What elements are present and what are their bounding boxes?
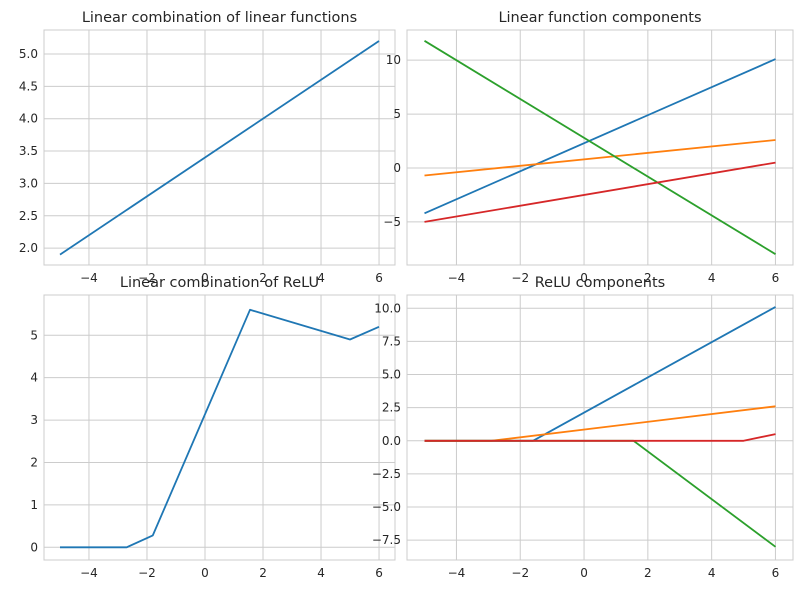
y-tick-label: −5 (383, 215, 401, 229)
y-tick-label: 3.0 (19, 176, 38, 190)
series-line-3 (424, 40, 776, 255)
y-tick-label: 5 (30, 328, 38, 342)
chart-title: Linear function components (498, 10, 701, 26)
y-tick-label: −2.5 (372, 467, 401, 481)
y-tick-label: 2 (30, 455, 38, 469)
x-tick-label: 4 (708, 566, 716, 580)
x-tick-label: −2 (511, 566, 529, 580)
x-tick-label: −2 (511, 271, 529, 285)
y-tick-label: 4.5 (19, 79, 38, 93)
gridlines (407, 30, 793, 265)
subplot-3: −4 −2 0 2 4 6 0 1 2 3 4 5 Linear combination of ReLU (30, 275, 396, 580)
x-tick-label: 6 (772, 271, 780, 285)
x-tick-label: 6 (375, 566, 383, 580)
y-tick-label: 0 (30, 540, 38, 554)
gridlines (44, 295, 395, 560)
y-tick-label: 4.0 (19, 112, 38, 126)
y-tick-label: 5 (393, 107, 401, 121)
y-tick-label: 0.0 (382, 434, 401, 448)
y-tick-label: 4 (30, 371, 38, 385)
x-tick-label: 2 (259, 566, 267, 580)
x-tick-label: −4 (80, 271, 98, 285)
y-tick-label: 2.0 (19, 241, 38, 255)
x-tick-label: 0 (201, 271, 209, 285)
y-tick-label: 3 (30, 413, 38, 427)
y-tick-label: 5.0 (19, 47, 38, 61)
x-tick-label: 6 (772, 566, 780, 580)
y-tick-label: 3.5 (19, 144, 38, 158)
y-tick-label: 10 (386, 53, 401, 67)
series-line-4 (424, 433, 776, 442)
subplot-2: −4 −2 0 2 4 6 −5 0 5 10 Linear function components (383, 10, 794, 285)
x-tick-label: 4 (317, 271, 325, 285)
x-tick-label: 0 (580, 271, 588, 285)
x-tick-label: −2 (138, 271, 156, 285)
chart-title: ReLU components (535, 275, 666, 291)
x-tick-label: −4 (448, 566, 466, 580)
y-tick-label: 7.5 (382, 334, 401, 348)
series-line-1 (60, 308, 380, 549)
x-tick-label: −4 (448, 271, 466, 285)
plot-area (43, 294, 396, 561)
series-line-2 (424, 139, 776, 177)
y-tick-label: −5.0 (372, 500, 401, 514)
x-tick-label: −2 (138, 566, 156, 580)
subplot-1: −4 −2 0 2 4 6 2.0 2.5 3.0 3.5 4.0 4.5 5.0 Linear comb… (19, 10, 396, 285)
y-tick-label: 0 (393, 161, 401, 175)
x-tick-label: 6 (375, 271, 383, 285)
x-tick-label: 4 (708, 271, 716, 285)
gridlines (407, 295, 793, 560)
chart-title: Linear combination of linear functions (82, 10, 357, 26)
x-tick-label: 2 (644, 566, 652, 580)
series-line-1 (59, 40, 380, 256)
gridlines (44, 30, 395, 265)
y-tick-label: 10.0 (374, 301, 401, 315)
y-tick-label: 2.5 (19, 209, 38, 223)
subplot-4: −4 −2 0 2 4 6 −7.5 −5.0 −2.5 0.0 2.5 5.0 7.5 10.0 ReLU… (372, 275, 794, 580)
y-tick-label: 2.5 (382, 401, 401, 415)
y-tick-label: 1 (30, 498, 38, 512)
chart-title: Linear combination of ReLU (120, 275, 319, 291)
x-tick-label: 2 (259, 271, 267, 285)
x-tick-label: −4 (80, 566, 98, 580)
x-tick-label: 0 (201, 566, 209, 580)
y-tick-label: 5.0 (382, 368, 401, 382)
y-tick-label: −7.5 (372, 533, 401, 547)
series-line-4 (424, 161, 776, 223)
x-tick-label: 2 (644, 271, 652, 285)
series-line-1 (424, 58, 776, 215)
x-tick-label: 4 (317, 566, 325, 580)
x-tick-label: 0 (580, 566, 588, 580)
